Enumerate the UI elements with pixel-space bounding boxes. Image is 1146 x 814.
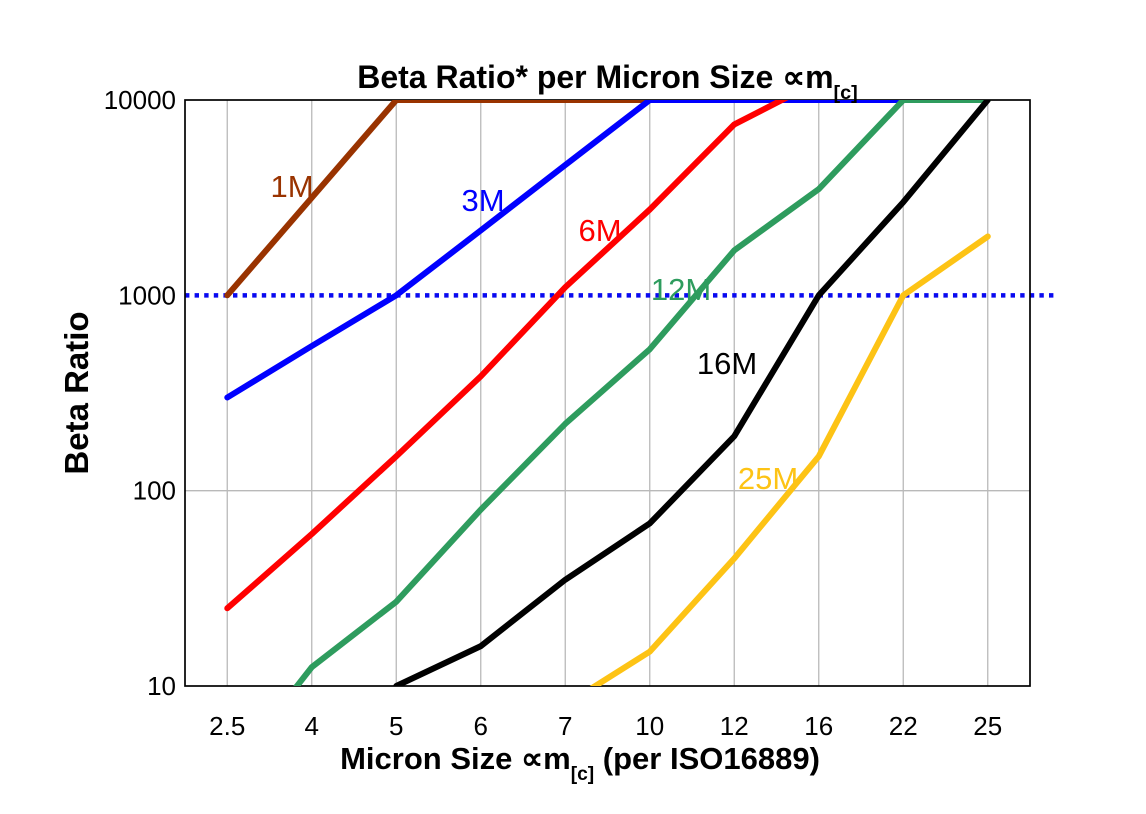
x-tick-4: 4 bbox=[305, 711, 319, 741]
series-line-12M bbox=[293, 100, 991, 686]
y-tick-100: 100 bbox=[133, 476, 176, 506]
x-axis-title-subscript: [c] bbox=[570, 763, 595, 785]
x-tick-7: 7 bbox=[558, 711, 572, 741]
x-tick-25: 25 bbox=[973, 711, 1002, 741]
series-label-12M: 12M bbox=[651, 272, 711, 307]
series-group bbox=[224, 100, 991, 686]
x-tick-16: 16 bbox=[804, 711, 833, 741]
chart-title-subscript: [c] bbox=[833, 81, 858, 104]
chart-title-symbol: ∝m bbox=[782, 59, 834, 95]
series-line-25M bbox=[589, 233, 991, 686]
series-line-6M bbox=[224, 100, 789, 612]
x-tick-5: 5 bbox=[389, 711, 403, 741]
x-axis-title-symbol: ∝m bbox=[520, 741, 571, 776]
x-tick-6: 6 bbox=[474, 711, 488, 741]
y-tick-1000: 1000 bbox=[118, 280, 176, 310]
series-label-6M: 6M bbox=[578, 213, 621, 248]
chart-title-main: Beta Ratio* per Micron Size bbox=[357, 59, 783, 95]
y-tick-10000: 10000 bbox=[104, 85, 176, 115]
y-tick-10: 10 bbox=[147, 671, 176, 701]
series-line-1M bbox=[224, 100, 653, 299]
series-line-3M bbox=[224, 100, 907, 401]
series-label-1M: 1M bbox=[270, 169, 313, 204]
series-label-3M: 3M bbox=[461, 183, 504, 218]
x-axis-title-post: (per ISO16889) bbox=[594, 741, 820, 776]
series-label-25M: 25M bbox=[738, 461, 798, 496]
x-tick-22: 22 bbox=[889, 711, 918, 741]
series-label-16M: 16M bbox=[697, 346, 757, 381]
x-tick-10: 10 bbox=[635, 711, 664, 741]
x-tick-12: 12 bbox=[720, 711, 749, 741]
chart-title: Beta Ratio* per Micron Size ∝m[c] bbox=[185, 58, 1030, 104]
x-tick-2.5: 2.5 bbox=[209, 711, 245, 741]
y-axis-title: Beta Ratio bbox=[58, 311, 95, 475]
x-axis-title-pre: Micron Size bbox=[340, 741, 521, 776]
x-axis-title: Micron Size ∝m[c] (per ISO16889) bbox=[0, 741, 1146, 785]
series-line-16M bbox=[393, 100, 991, 686]
